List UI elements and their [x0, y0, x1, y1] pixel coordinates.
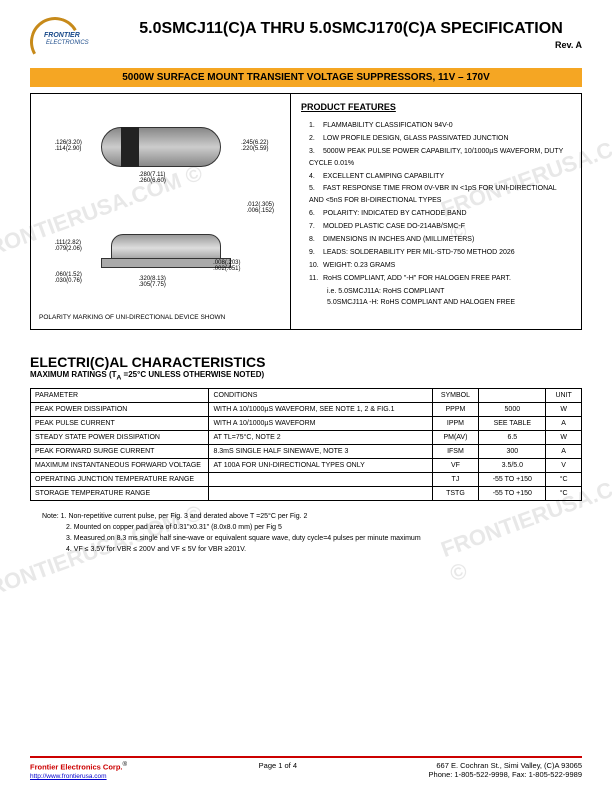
feature-item: 5.FAST RESPONSE TIME FROM 0V-VBR IN <1pS… — [309, 183, 571, 207]
feature-item: 7.MOLDED PLASTIC CASE DO-214AB/SMC-F — [309, 221, 571, 233]
footer-phone: Phone: 1-805-522-9998, Fax: 1-805-522-99… — [429, 770, 582, 779]
logo-text: FRONTIER — [44, 32, 80, 39]
table-row: PEAK POWER DISSIPATIONWITH A 10/1000µS W… — [31, 402, 582, 416]
page-title: 5.0SMCJ11(C)A THRU 5.0SMCJ170(C)A SPECIF… — [120, 20, 582, 38]
table-row: PEAK FORWARD SURGE CURRENT8.3mS SINGLE H… — [31, 444, 582, 458]
feature-item: 11.RoHS COMPLIANT, ADD "-H" FOR HALOGEN … — [309, 273, 571, 285]
footer: Frontier Electronics Corp.® http://www.f… — [30, 756, 582, 781]
device-top-view — [101, 127, 221, 167]
feature-item: 9.LEADS: SOLDERABILITY PER MIL-STD-750 M… — [309, 247, 571, 259]
features-list: 1.FLAMMABILITY CLASSIFICATION 94V-02.LOW… — [301, 120, 571, 309]
package-diagram: .126(3.20).114(2.90) .245(6.22).220(5.59… — [31, 94, 291, 329]
features-title: PRODUCT FEATURES — [301, 102, 571, 112]
device-base — [101, 258, 231, 268]
table-row: MAXIMUM INSTANTANEOUS FORWARD VOLTAGEAT … — [31, 458, 582, 472]
feature-item: 10.WEIGHT: 0.23 GRAMS — [309, 260, 571, 272]
footer-address: 667 E. Cochran St., Simi Valley, (C)A 93… — [436, 761, 582, 770]
cathode-band — [121, 127, 139, 167]
header: FRONTIER ELECTRONICS 5.0SMCJ11(C)A THRU … — [30, 20, 582, 60]
feature-item: 4.EXCELLENT CLAMPING CAPABILITY — [309, 171, 571, 183]
revision: Rev. A — [120, 40, 582, 50]
feature-item: 1.FLAMMABILITY CLASSIFICATION 94V-0 — [309, 120, 571, 132]
polarity-note: POLARITY MARKING OF UNI-DIRECTIONAL DEVI… — [39, 314, 282, 321]
feature-item: 2.LOW PROFILE DESIGN, GLASS PASSIVATED J… — [309, 133, 571, 145]
table-row: PEAK PULSE CURRENTWITH A 10/1000µS WAVEF… — [31, 416, 582, 430]
company-logo: FRONTIER ELECTRONICS — [30, 20, 120, 60]
feature-item: 6.POLARITY: INDICATED BY CATHODE BAND — [309, 208, 571, 220]
table-row: OPERATING JUNCTION TEMPERATURE RANGETJ-5… — [31, 472, 582, 486]
notes: Note: 1. Non-repetitive current pulse, p… — [30, 511, 582, 556]
elec-subtitle: MAXIMUM RATINGS (TA =25°C UNLESS OTHERWI… — [30, 370, 582, 382]
characteristics-table: PARAMETERCONDITIONSSYMBOLUNIT PEAK POWER… — [30, 388, 582, 501]
elec-char-title: ELECTRI(C)AL CHARACTERISTICS — [30, 354, 582, 370]
footer-page: Page 1 of 4 — [259, 761, 297, 781]
feature-item: 3.5000W PEAK PULSE POWER CAPABILITY, 10/… — [309, 146, 571, 170]
footer-company: Frontier Electronics Corp. — [30, 762, 123, 771]
table-row: STEADY STATE POWER DISSIPATIONAT TL=75°C… — [31, 430, 582, 444]
footer-url: http://www.frontierusa.com — [30, 773, 107, 780]
table-row: STORAGE TEMPERATURE RANGETSTG-55 TO +150… — [31, 486, 582, 500]
logo-subtext: ELECTRONICS — [46, 40, 89, 46]
product-features: PRODUCT FEATURES 1.FLAMMABILITY CLASSIFI… — [291, 94, 581, 329]
banner: 5000W SURFACE MOUNT TRANSIENT VOLTAGE SU… — [30, 68, 582, 87]
feature-item: 8.DIMENSIONS IN INCHES AND (MILLIMETERS) — [309, 234, 571, 246]
top-section: .126(3.20).114(2.90) .245(6.22).220(5.59… — [30, 93, 582, 330]
